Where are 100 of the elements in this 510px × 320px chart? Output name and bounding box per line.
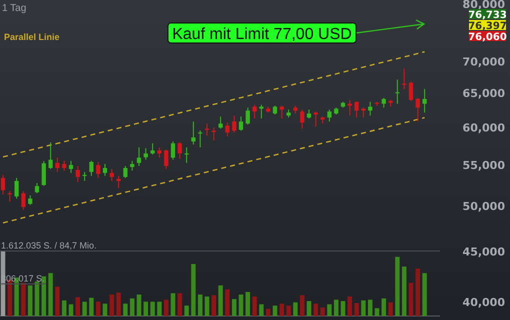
candlestick [246, 107, 250, 126]
bar [55, 286, 60, 316]
bar [130, 298, 134, 316]
candlestick [68, 160, 74, 174]
candlestick [280, 105, 284, 119]
bar [157, 302, 162, 316]
bar [422, 273, 427, 316]
text: 76,733 [468, 10, 507, 21]
bar [327, 304, 332, 316]
bar [96, 302, 100, 316]
candlestick [416, 97, 420, 122]
bar [110, 294, 114, 316]
bar [293, 302, 298, 316]
candlestick [62, 160, 66, 172]
candlestick [395, 79, 400, 104]
bar [178, 293, 182, 316]
candlestick [157, 146, 162, 158]
bar [198, 294, 202, 316]
candlestick [136, 146, 142, 167]
candlestick [123, 166, 128, 178]
candlestick [0, 174, 6, 195]
bar [123, 304, 128, 316]
candlestick [259, 104, 264, 119]
candlestick [144, 148, 148, 160]
candlestick [238, 116, 244, 132]
y-tick-label: 80,000 [462, 0, 506, 12]
candlestick [327, 109, 332, 122]
candlestick [8, 190, 12, 202]
bar [314, 304, 318, 316]
candlestick [48, 142, 53, 170]
candlestick [178, 142, 182, 160]
candlestick [82, 171, 87, 182]
candlestick [110, 168, 114, 182]
y-tick-label: 50,000 [462, 200, 506, 213]
bar [402, 266, 406, 316]
bar [164, 300, 168, 316]
bar [232, 299, 236, 316]
candlestick [14, 177, 19, 200]
bar [368, 300, 372, 316]
bar [354, 303, 359, 316]
bar [306, 301, 312, 316]
y-tick-label: 70,000 [462, 55, 506, 68]
candlestick [89, 160, 94, 176]
bar [334, 300, 338, 316]
bar [225, 289, 230, 316]
bar [272, 306, 278, 316]
bar [280, 304, 284, 316]
bar [218, 285, 223, 316]
line-series [2, 51, 426, 158]
candlestick [368, 101, 372, 116]
bar [348, 296, 352, 316]
candlestick [170, 140, 176, 160]
bar [416, 268, 420, 316]
bar [259, 304, 264, 316]
bar [212, 295, 216, 316]
candlestick [402, 68, 406, 90]
bar [191, 264, 196, 316]
line-series [2, 117, 426, 224]
candlestick [225, 122, 230, 137]
candlestick [382, 97, 386, 108]
bar [286, 306, 291, 316]
bar [21, 282, 26, 316]
bar [320, 308, 325, 316]
candlestick [408, 81, 414, 102]
annotation: Kauf mit Limit 77,00 USD [172, 26, 352, 43]
bar [28, 285, 32, 316]
y-tick-label: 60,000 [462, 122, 506, 135]
candlestick [34, 182, 40, 194]
candlestick [21, 190, 26, 210]
candlestick [198, 130, 202, 148]
candlestick [212, 127, 216, 141]
candlestick [361, 107, 366, 118]
y-tick-label: 65,000 [462, 87, 506, 100]
y-tick-label: 40,000 [462, 296, 506, 309]
text: Parallel Linie [4, 32, 60, 42]
bar [374, 308, 380, 316]
bar [252, 296, 257, 316]
candlestick [191, 121, 196, 145]
candlestick [150, 142, 155, 156]
candlestick [218, 116, 223, 130]
bar [76, 297, 80, 316]
candlestick [28, 194, 32, 206]
candlestick [76, 166, 80, 182]
candlestick [55, 157, 60, 172]
candlestick [116, 175, 121, 189]
candlestick [300, 109, 304, 130]
bar [82, 302, 87, 316]
candlestick [42, 160, 46, 186]
bar [62, 300, 66, 316]
bar [266, 308, 270, 316]
candlestick [102, 164, 108, 176]
bar [48, 273, 53, 316]
candlestick [96, 161, 100, 178]
bar [361, 300, 366, 316]
bar [150, 302, 155, 316]
bar [395, 256, 400, 316]
candlestick [204, 123, 210, 136]
bar [116, 292, 121, 316]
annotation: 1.612.035 S. / 84,7 Mio. [1, 240, 97, 250]
bar [382, 298, 386, 316]
